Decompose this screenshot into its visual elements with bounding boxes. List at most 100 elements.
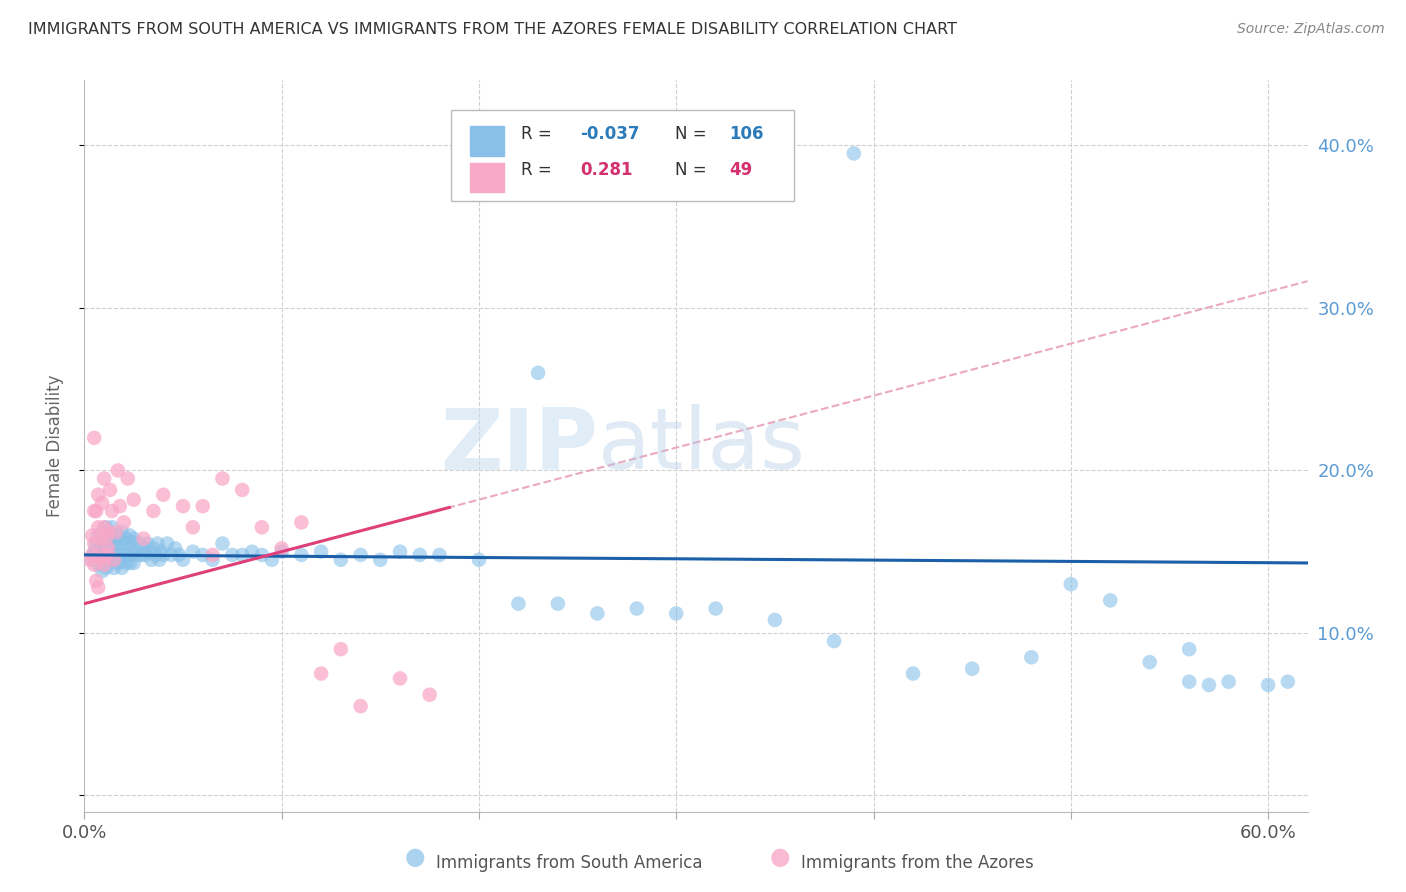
Point: [104, 525, 127, 540]
Point: [94, 561, 117, 575]
Point: [419, 688, 441, 702]
Point: [270, 544, 292, 558]
Point: [87, 558, 110, 572]
Point: [127, 548, 149, 562]
Point: [250, 520, 273, 534]
Point: [141, 553, 163, 567]
Text: ●: ●: [770, 845, 790, 869]
Point: [309, 544, 332, 558]
Point: [1099, 593, 1122, 607]
Point: [93, 520, 115, 534]
Point: [763, 613, 786, 627]
Point: [118, 556, 141, 570]
Point: [231, 483, 253, 497]
Point: [231, 548, 253, 562]
Point: [138, 544, 160, 558]
Point: [87, 520, 110, 534]
Point: [107, 528, 129, 542]
Point: [91, 564, 114, 578]
Point: [83, 504, 105, 518]
Text: Immigrants from South America: Immigrants from South America: [436, 855, 703, 872]
Point: [172, 553, 194, 567]
Point: [135, 548, 157, 562]
Point: [1139, 655, 1161, 669]
Point: [112, 535, 135, 549]
Point: [103, 561, 125, 575]
Point: [87, 488, 110, 502]
Point: [1178, 642, 1201, 657]
Point: [97, 556, 120, 570]
Point: [111, 525, 134, 540]
Point: [260, 553, 283, 567]
Point: [389, 544, 412, 558]
Point: [349, 548, 371, 562]
Point: [221, 548, 243, 562]
Point: [1178, 674, 1201, 689]
Point: [142, 504, 165, 518]
Point: [1277, 674, 1299, 689]
Point: [329, 642, 352, 657]
Point: [108, 499, 131, 513]
Point: [146, 536, 169, 550]
Point: [201, 553, 224, 567]
Point: [181, 544, 204, 558]
Point: [960, 662, 983, 676]
Point: [97, 535, 120, 549]
Point: [114, 532, 136, 546]
Point: [148, 553, 170, 567]
Point: [82, 553, 104, 567]
Point: [87, 528, 110, 542]
Point: [508, 597, 530, 611]
Point: [368, 553, 391, 567]
Text: 49: 49: [728, 161, 752, 179]
Point: [117, 471, 139, 485]
Point: [91, 532, 114, 546]
Point: [191, 548, 214, 562]
Point: [527, 366, 550, 380]
Point: [117, 548, 139, 562]
Point: [704, 601, 727, 615]
Point: [82, 548, 104, 562]
Point: [1198, 678, 1220, 692]
Point: [107, 556, 129, 570]
Point: [118, 528, 141, 542]
Point: [84, 536, 107, 550]
Point: [101, 553, 124, 567]
Point: [82, 528, 104, 542]
Point: [87, 581, 110, 595]
Point: [79, 553, 101, 567]
Text: IMMIGRANTS FROM SOUTH AMERICA VS IMMIGRANTS FROM THE AZORES FEMALE DISABILITY CO: IMMIGRANTS FROM SOUTH AMERICA VS IMMIGRA…: [28, 22, 957, 37]
Point: [112, 516, 135, 530]
Point: [122, 492, 145, 507]
Point: [290, 548, 312, 562]
Point: [165, 541, 187, 556]
Point: [901, 666, 924, 681]
Point: [121, 548, 143, 562]
Point: [132, 541, 155, 556]
Bar: [470, 163, 503, 192]
Point: [108, 548, 131, 562]
Point: [122, 556, 145, 570]
Point: [104, 548, 127, 562]
Y-axis label: Female Disability: Female Disability: [45, 375, 63, 517]
Text: -0.037: -0.037: [579, 125, 640, 143]
Point: [468, 553, 491, 567]
Text: ZIP: ZIP: [440, 404, 598, 488]
Point: [409, 548, 432, 562]
Point: [665, 607, 688, 621]
Point: [94, 520, 117, 534]
Point: [842, 146, 865, 161]
Point: [121, 535, 143, 549]
Point: [104, 536, 127, 550]
Point: [181, 520, 204, 534]
Text: N =: N =: [675, 161, 717, 179]
Point: [97, 541, 120, 556]
Point: [290, 516, 312, 530]
Point: [349, 699, 371, 714]
Point: [84, 504, 107, 518]
Point: [112, 548, 135, 562]
Point: [145, 548, 167, 562]
Point: [211, 471, 233, 485]
Text: Immigrants from the Azores: Immigrants from the Azores: [801, 855, 1035, 872]
Point: [1257, 678, 1279, 692]
